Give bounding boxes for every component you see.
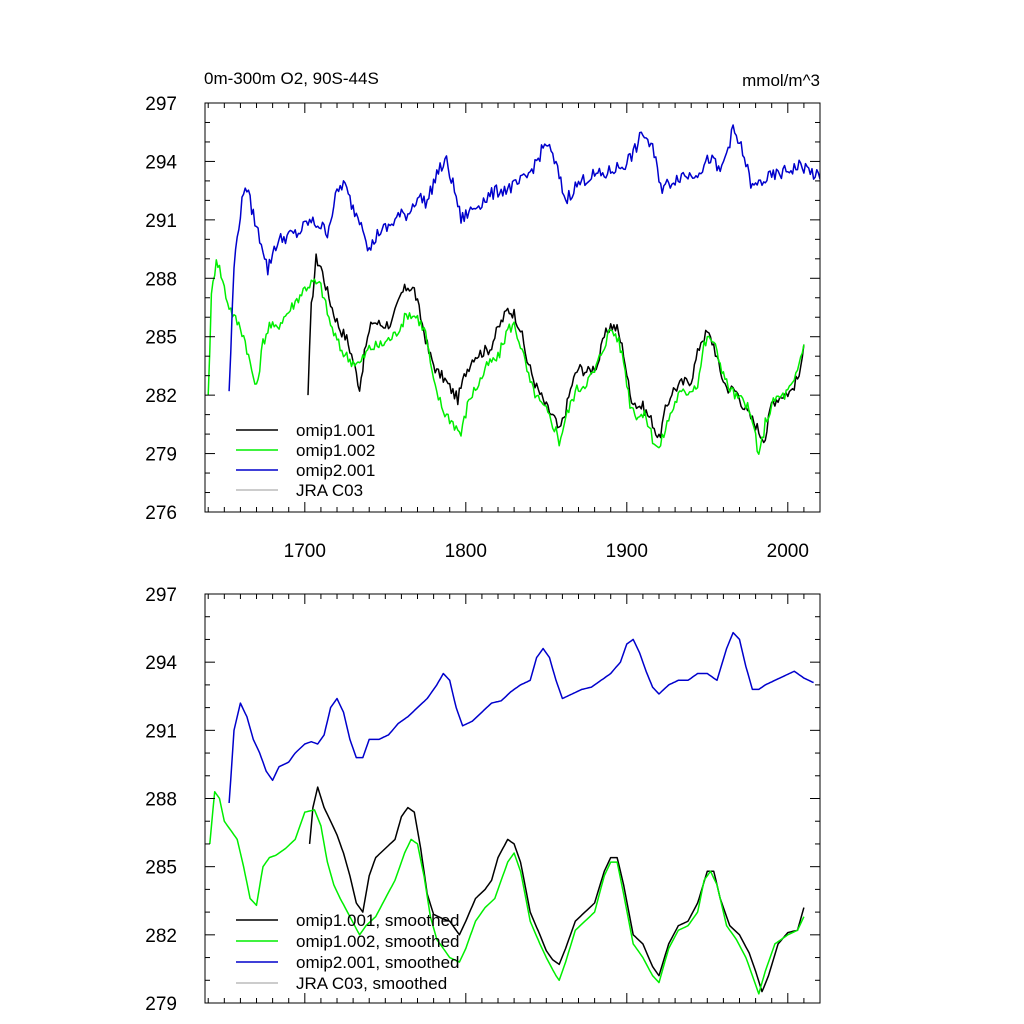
y-tick-label: 291 — [145, 211, 177, 232]
y-tick-label: 291 — [145, 721, 177, 742]
y-tick-label: 285 — [145, 858, 177, 879]
y-tick-label: 297 — [145, 585, 177, 606]
legend-label: omip1.001 — [296, 421, 375, 440]
y-tick-label: 294 — [145, 152, 177, 173]
legend-label: omip2.001 — [296, 461, 375, 480]
y-tick-label: 279 — [145, 994, 177, 1015]
chart-units: mmol/m^3 — [742, 71, 820, 90]
series-group — [209, 631, 814, 995]
legend-label: JRA C03 — [296, 481, 363, 500]
series-line-omip2-001-smoothed — [228, 631, 814, 804]
x-tick-label: 1800 — [445, 541, 487, 562]
legend-label: JRA C03, smoothed — [296, 974, 447, 993]
series-group — [207, 124, 820, 455]
y-tick-label: 285 — [145, 328, 177, 349]
y-tick-label: 276 — [145, 503, 177, 524]
legend-label: omip1.002, smoothed — [296, 932, 460, 951]
x-tick-label: 1700 — [284, 541, 326, 562]
y-tick-label: 282 — [145, 386, 177, 407]
y-tick-label: 294 — [145, 653, 177, 674]
series-line-omip2-001 — [228, 124, 820, 392]
y-tick-label: 288 — [145, 269, 177, 290]
x-tick-label: 1900 — [606, 541, 648, 562]
legend-label: omip1.002 — [296, 441, 375, 460]
y-tick-label: 282 — [145, 926, 177, 947]
legend-label: omip2.001, smoothed — [296, 953, 460, 972]
legend-label: omip1.001, smoothed — [296, 911, 460, 930]
series-line-omip1-002 — [207, 259, 805, 455]
series-line-omip1-001 — [307, 253, 805, 444]
chart-title: 0m-300m O2, 90S-44S — [204, 69, 379, 88]
y-tick-label: 279 — [145, 445, 177, 466]
x-tick-label: 2000 — [767, 541, 809, 562]
series-line-omip1-002-smoothed — [209, 790, 805, 995]
bottom-panel: 297 294 291 288 285 282 279 omip1.001, smoothed… — [145, 585, 821, 1015]
plot-frame — [204, 102, 821, 513]
y-tick-label: 297 — [145, 94, 177, 115]
top-panel: 297 294 291 288 285 282 279 276 1700 1800 1900 2000… — [145, 94, 821, 562]
y-tick-label: 288 — [145, 790, 177, 811]
